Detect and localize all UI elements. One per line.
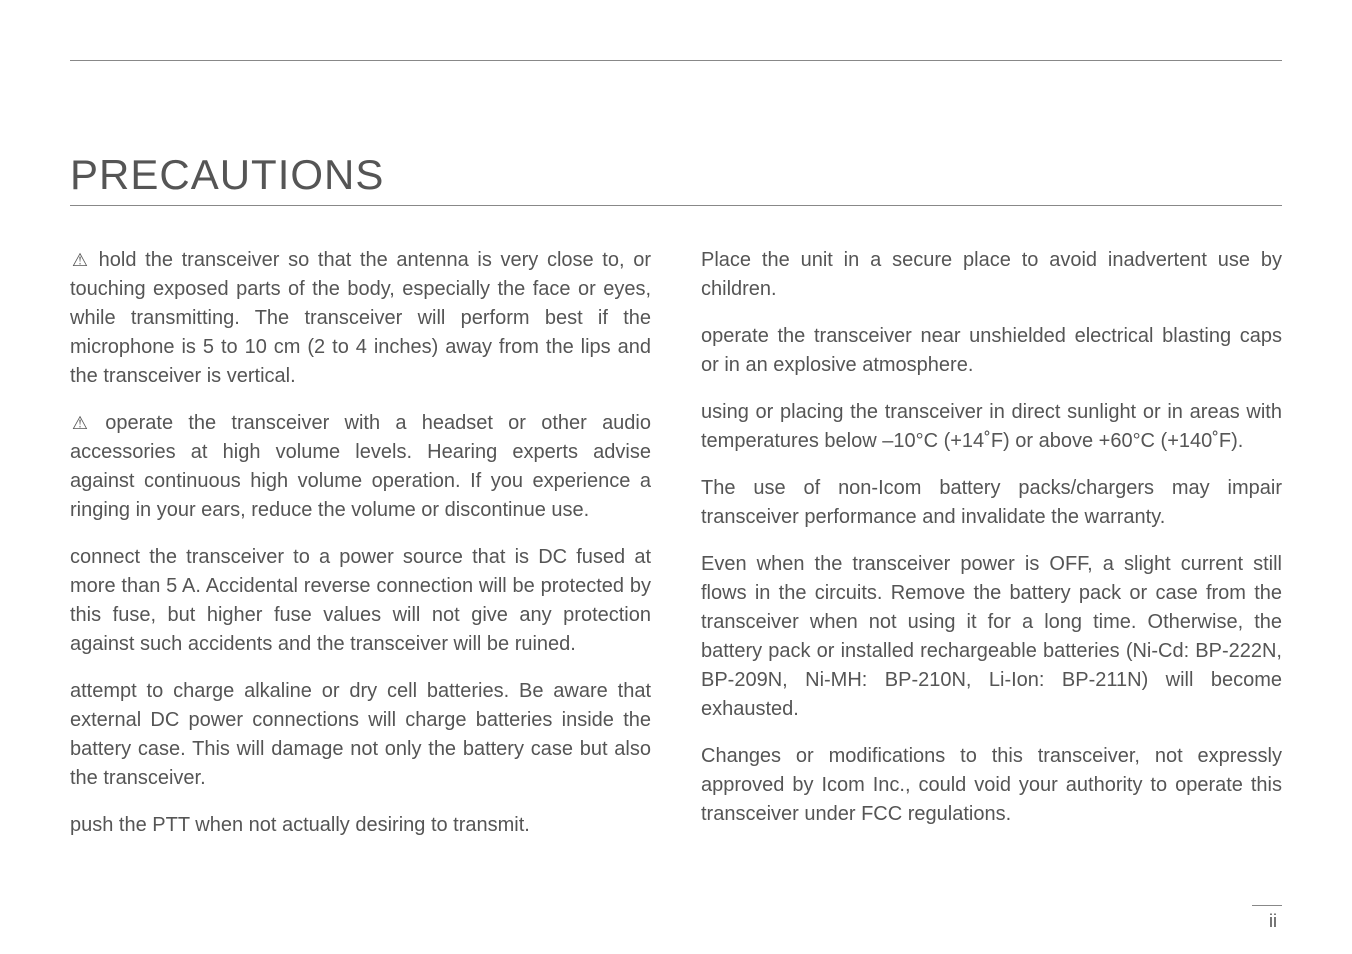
warning-headset-volume: ⚠ operate the transceiver with a headset…	[70, 409, 651, 525]
warning-hold-transceiver: ⚠ hold the transceiver so that the anten…	[70, 246, 651, 391]
caution-blasting-caps: operate the transceiver near unshielded …	[701, 322, 1282, 380]
para-text: operate the transceiver near unshielded …	[701, 325, 1282, 376]
page-container: PRECAUTIONS ⚠ hold the transceiver so th…	[0, 0, 1352, 954]
caution-charge-batteries: attempt to charge alkaline or dry cell b…	[70, 677, 651, 793]
left-column: ⚠ hold the transceiver so that the anten…	[70, 246, 651, 858]
note-children: Place the unit in a secure place to avoi…	[701, 246, 1282, 304]
right-column: Place the unit in a secure place to avoi…	[701, 246, 1282, 858]
columns-wrapper: ⚠ hold the transceiver so that the anten…	[70, 246, 1282, 858]
para-text: Even when the transceiver power is OFF, …	[701, 553, 1282, 720]
page-number: ii	[1269, 911, 1277, 932]
para-text: hold the transceiver so that the antenna…	[70, 249, 651, 387]
title-rule	[70, 205, 1282, 206]
page-number-rule	[1252, 905, 1282, 906]
note-non-icom: The use of non-Icom battery packs/charge…	[701, 474, 1282, 532]
warning-icon: ⚠	[70, 410, 90, 436]
para-text: operate the transceiver with a headset o…	[70, 412, 651, 521]
para-text: using or placing the transceiver in dire…	[701, 401, 1282, 452]
caution-temperature: using or placing the transceiver in dire…	[701, 398, 1282, 456]
para-text: Changes or modifications to this transce…	[701, 745, 1282, 825]
para-text: Place the unit in a secure place to avoi…	[701, 249, 1282, 300]
fcc-warning: Changes or modifications to this transce…	[701, 742, 1282, 829]
para-text: push the PTT when not actually desiring …	[70, 814, 530, 836]
top-rule	[70, 60, 1282, 61]
warning-icon: ⚠	[70, 247, 90, 273]
page-title: PRECAUTIONS	[70, 151, 1282, 199]
caution-power-source: connect the transceiver to a power sourc…	[70, 543, 651, 659]
para-text: attempt to charge alkaline or dry cell b…	[70, 680, 651, 789]
para-text: The use of non-Icom battery packs/charge…	[701, 477, 1282, 528]
caution-ptt: push the PTT when not actually desiring …	[70, 811, 651, 840]
note-battery-drain: Even when the transceiver power is OFF, …	[701, 550, 1282, 724]
para-text: connect the transceiver to a power sourc…	[70, 546, 651, 655]
